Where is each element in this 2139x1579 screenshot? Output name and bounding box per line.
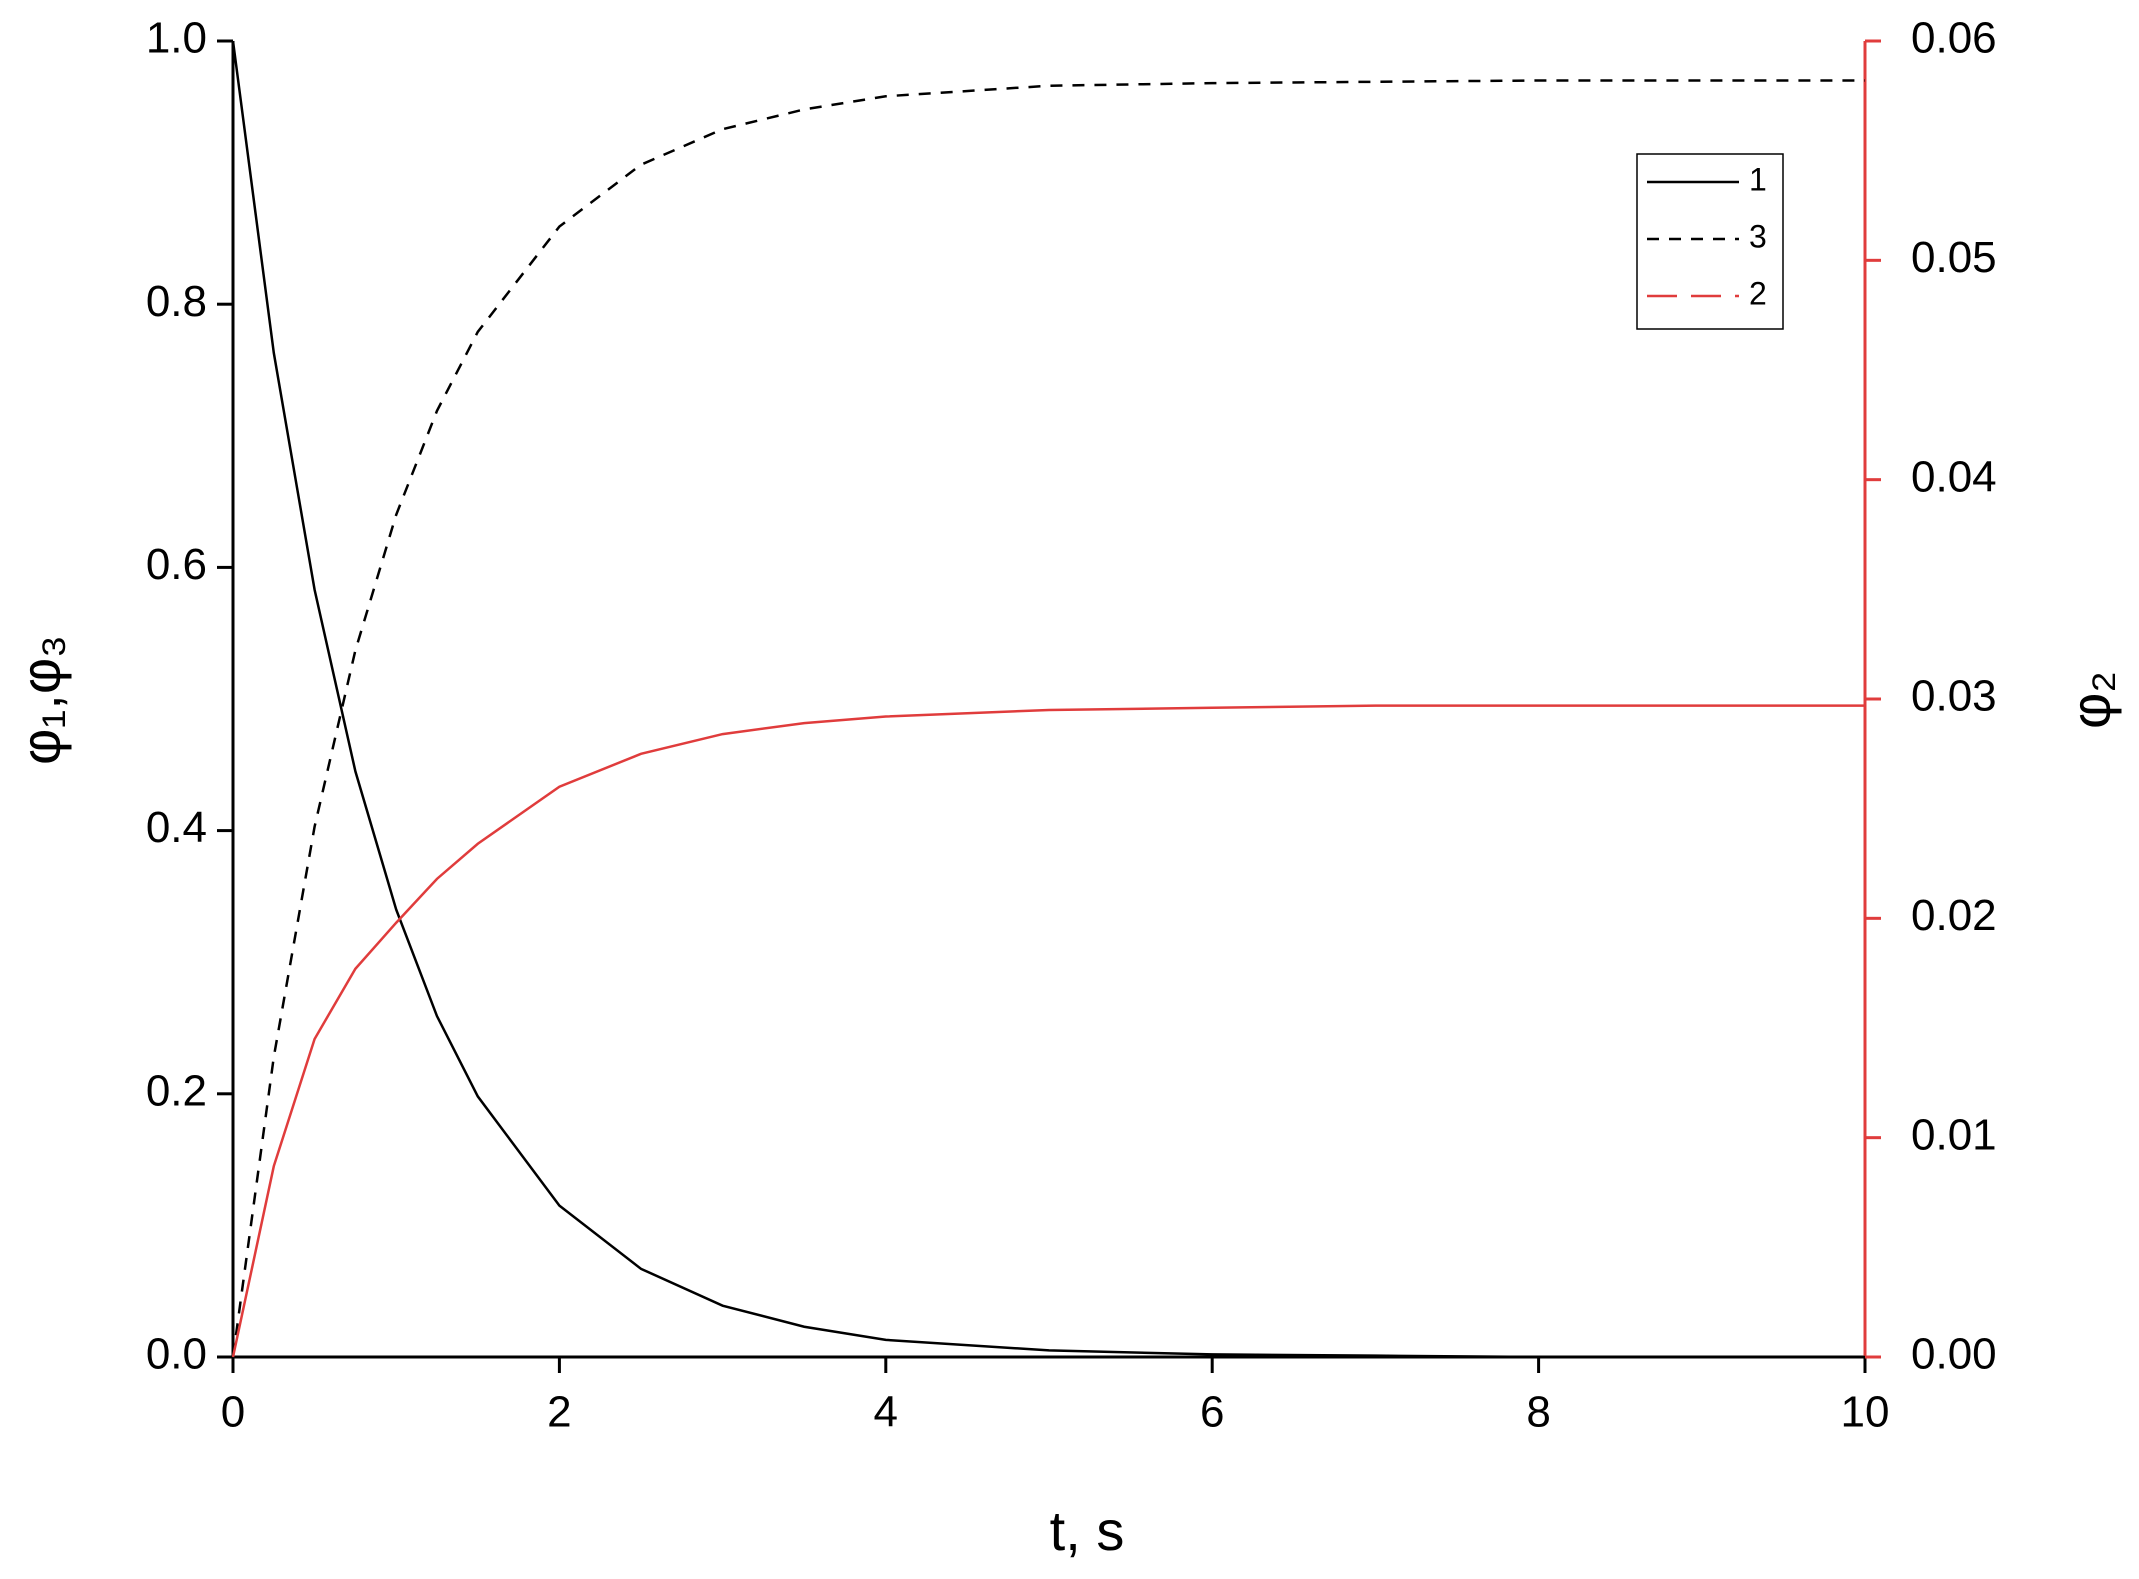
x-tick-label: 0 <box>221 1388 245 1437</box>
legend-label: 3 <box>1749 218 1767 254</box>
x-axis-label: t, s <box>1050 1499 1125 1562</box>
y2-tick-label: 0.04 <box>1911 452 1997 501</box>
series-line <box>231 79 1865 1358</box>
x-tick-label: 6 <box>1200 1388 1224 1437</box>
y2-tick-label: 0.02 <box>1911 891 1997 940</box>
x-tick-label: 8 <box>1526 1388 1550 1437</box>
x-tick-label: 10 <box>1841 1388 1890 1437</box>
series-line <box>231 40 1865 1359</box>
y2-tick-label: 0.06 <box>1911 14 1997 63</box>
x-tick-label: 2 <box>547 1388 571 1437</box>
y2-tick-label: 0.03 <box>1911 672 1997 721</box>
y-tick-label: 0.2 <box>146 1066 207 1115</box>
y-tick-label: 1.0 <box>146 14 207 63</box>
legend-label: 2 <box>1749 275 1767 311</box>
x-tick-label: 4 <box>874 1388 898 1437</box>
y-tick-label: 0.0 <box>146 1330 207 1379</box>
y-tick-label: 0.4 <box>146 803 207 852</box>
y-tick-label: 0.8 <box>146 277 207 326</box>
y2-tick-label: 0.01 <box>1911 1110 1997 1159</box>
series-line <box>231 704 1865 1358</box>
y2-tick-label: 0.05 <box>1911 233 1997 282</box>
y2-tick-label: 0.00 <box>1911 1330 1997 1379</box>
legend-label: 1 <box>1749 161 1767 197</box>
y-tick-label: 0.6 <box>146 540 207 589</box>
y2-axis-label: φ₂ <box>2059 671 2122 729</box>
y-axis-label: φ₁,φ₃ <box>9 635 72 765</box>
